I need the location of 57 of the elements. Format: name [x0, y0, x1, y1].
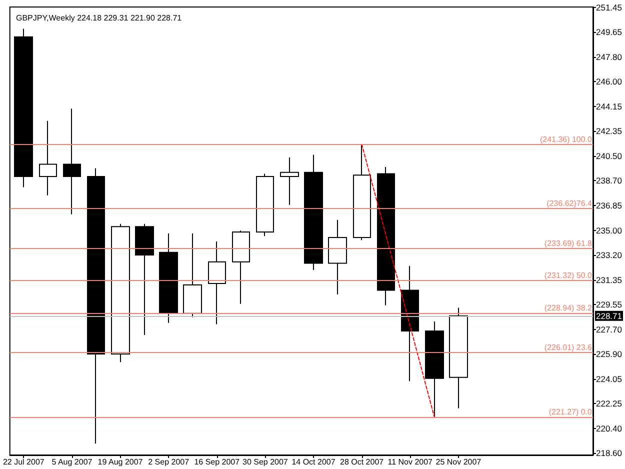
candlestick	[208, 241, 226, 325]
y-tick-label: 242.35	[596, 126, 622, 136]
candlestick	[449, 307, 468, 409]
candlestick	[14, 28, 33, 188]
ref-line-label: (231.32) 50.0	[544, 271, 593, 280]
ref-line-label: (221.27) 0.0	[548, 407, 593, 416]
x-tick-label: 11 Nov 2007	[388, 458, 434, 466]
x-tick-label: 30 Sep 2007	[242, 458, 288, 466]
x-tick-label: 22 Jul 2007	[2, 458, 45, 466]
y-tick-label: 222.25	[596, 398, 622, 408]
candlestick	[256, 173, 274, 237]
x-tick-label: 5 Aug 2007	[52, 458, 93, 466]
ref-line-label: (228.94) 38.2	[544, 303, 593, 312]
candlestick	[39, 120, 57, 196]
y-tick-label: 236.85	[596, 200, 622, 211]
ref-line-label: (241.36) 100.0	[540, 134, 593, 144]
y-tick-label: 238.70	[596, 176, 622, 186]
y-tick-label: 227.70	[596, 324, 622, 335]
y-tick-label: 249.65	[596, 27, 622, 38]
candlestick	[304, 154, 323, 270]
x-tick-label: 25 Nov 2007	[436, 458, 482, 466]
candlestick	[135, 223, 154, 336]
y-tick-label: 220.40	[596, 424, 622, 434]
y-tick-label: 225.90	[596, 349, 622, 360]
candlestick	[232, 230, 250, 304]
y-tick-label: 218.60	[596, 448, 622, 458]
x-tick-label: 14 Oct 2007	[292, 458, 336, 466]
ref-line-label: (233.69) 61.8	[544, 238, 593, 248]
y-tick-label: 246.00	[596, 76, 622, 87]
y-tick-label: 240.50	[596, 151, 622, 162]
ref-line-label: (226.01) 23.6	[544, 343, 593, 352]
candlestick	[63, 108, 81, 215]
x-tick-label: 28 Oct 2007	[340, 458, 384, 466]
y-tick-label: 233.20	[596, 250, 622, 260]
y-tick-label: 231.35	[596, 275, 622, 286]
candlestick	[425, 320, 444, 418]
x-tick-label: 19 Aug 2007	[98, 458, 144, 466]
candlestick	[111, 223, 130, 363]
candlestick	[401, 265, 419, 382]
candlestick	[87, 168, 105, 444]
x-tick-label: 2 Sep 2007	[148, 458, 190, 466]
candlestick	[328, 219, 347, 295]
candlestick	[183, 232, 202, 318]
ref-line-label: (236.62)76.4	[546, 199, 593, 208]
candlestick	[353, 144, 371, 241]
candlestick	[159, 232, 178, 324]
y-tick-label: 244.15	[596, 102, 622, 112]
y-tick-label: 224.05	[596, 374, 622, 384]
y-tick-label: 247.80	[596, 52, 622, 62]
candlestick	[280, 156, 299, 206]
text: GBPJPY,Weekly 224.18 229.31 221.90 228.71	[16, 14, 182, 22]
y-tick-label: 235.00	[596, 226, 622, 236]
annotation: 228.71	[596, 310, 622, 321]
candlestick	[377, 166, 395, 306]
y-tick-label: 229.55	[596, 300, 622, 310]
x-tick-label: 16 Sep 2007	[194, 458, 240, 466]
y-tick-label: 251.45	[596, 2, 622, 13]
